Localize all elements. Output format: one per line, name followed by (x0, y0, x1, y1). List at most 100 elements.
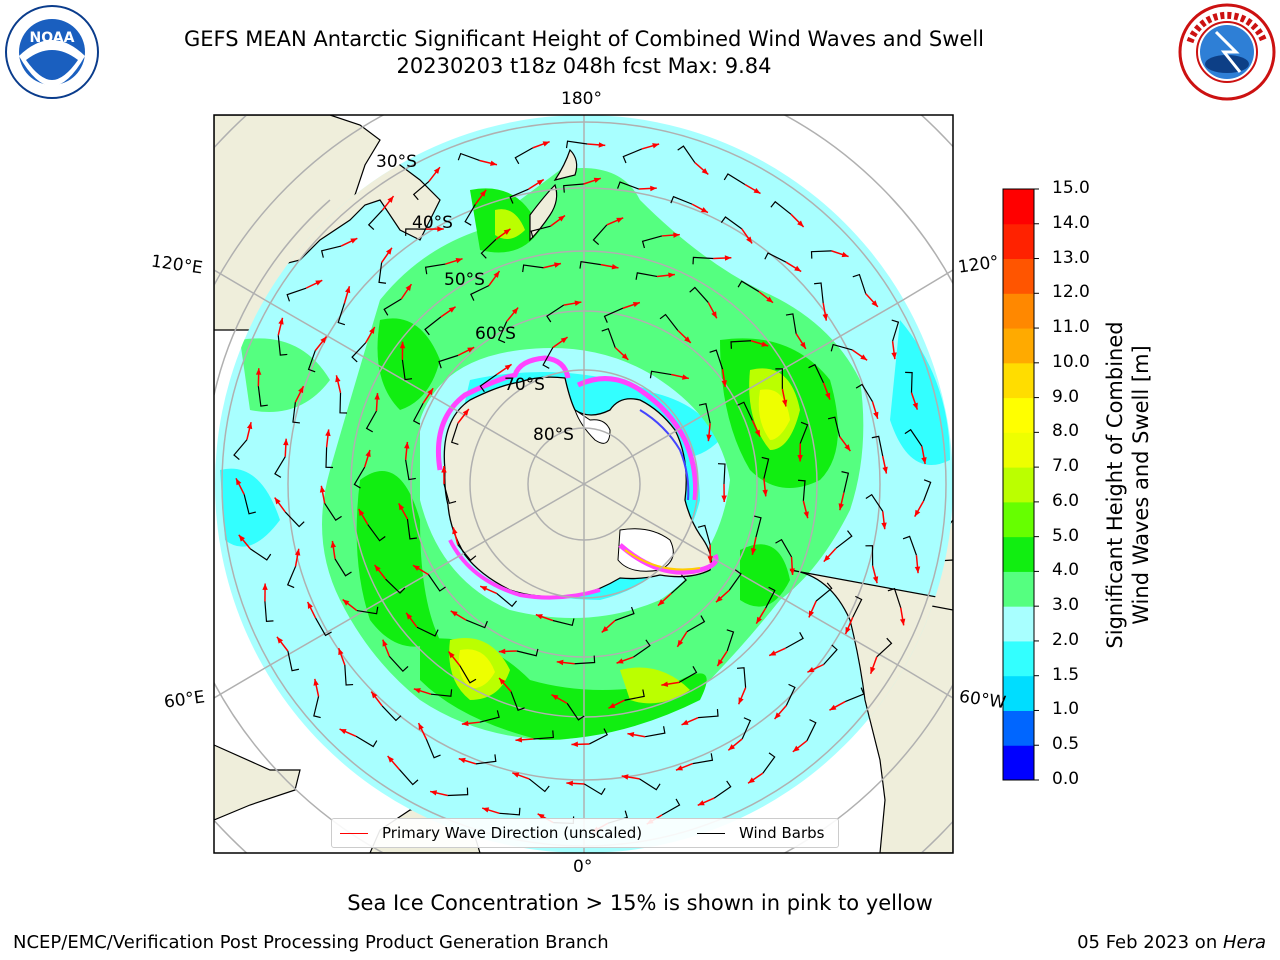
colorbar-segment (1003, 606, 1034, 642)
wind-barb (351, 342, 367, 363)
wave-arrow-head (413, 688, 421, 694)
wind-barb (425, 739, 441, 759)
wind-barb (799, 421, 809, 444)
colorbar-segment (1003, 536, 1034, 572)
lat-label-80s: 80°S (533, 425, 574, 445)
wind-barb (307, 350, 316, 373)
wind-barb (287, 650, 300, 672)
colorbar-tick-label: 2.0 (1052, 629, 1080, 650)
wave-arrow-head (558, 215, 565, 222)
wave-arrow-head (450, 610, 458, 617)
wind-barb (378, 262, 387, 284)
wind-barb (509, 188, 529, 204)
wave-arrow-head (882, 466, 888, 474)
wind-barb (713, 780, 732, 799)
wave-arrow-head (325, 429, 331, 437)
wave-arrow-head (825, 392, 831, 400)
wind-barb (584, 783, 606, 796)
colorbar-segment (1003, 223, 1034, 260)
wind-barb (457, 152, 480, 162)
wave-arrow-head (769, 650, 777, 656)
wind-barb (717, 463, 726, 485)
wave-arrow-head (315, 280, 323, 286)
noaa-logo-text: NOAA (30, 30, 75, 46)
wave-arrow-head (661, 681, 669, 687)
wind-barb (405, 228, 426, 236)
wave-arrow-head (369, 326, 375, 334)
wind-barb (579, 260, 601, 269)
wind-barb (720, 216, 742, 230)
wave-arrow-head (493, 271, 500, 278)
wave-arrow-head (294, 548, 301, 556)
wind-barb (730, 340, 752, 349)
wave-arrow-head (652, 143, 660, 149)
colorbar-tick-label: 4.0 (1052, 560, 1080, 581)
wave-arrow-head (536, 179, 544, 186)
wind-barb (313, 696, 321, 719)
wind-barb (622, 148, 643, 164)
wave-arrow-head (342, 599, 350, 606)
wave-arrow-head (792, 745, 800, 752)
wind-barb (741, 717, 752, 740)
wind-barb (639, 778, 661, 791)
colorbar-segment (1003, 328, 1034, 364)
wave-arrow-head (724, 255, 732, 261)
map-frame (213, 114, 954, 854)
wave-arrow-head (677, 639, 684, 647)
wind-barb (533, 730, 554, 740)
wave-arrow-head (560, 337, 568, 344)
wind-barb (806, 719, 817, 741)
wave-arrow-head (844, 444, 851, 452)
wind-barb (815, 582, 833, 602)
wind-barb (645, 726, 666, 738)
wave-arrow-head (921, 457, 927, 465)
wind-barb (315, 617, 332, 637)
wave-arrow-head (673, 232, 680, 238)
wave-arrow-head (571, 741, 578, 747)
wave-arrow-head (707, 556, 714, 563)
wind-barb (852, 273, 867, 294)
wind-barb (808, 363, 825, 384)
wind-barb (388, 656, 409, 673)
legend-wind-label: Wind Barbs (739, 824, 825, 842)
wind-barb (891, 319, 900, 342)
wind-barb (264, 601, 274, 623)
wave-arrow-head (738, 697, 744, 705)
wave-arrow-head (374, 393, 380, 400)
wind-barb (785, 632, 804, 649)
colorbar-tick-label: 9.0 (1052, 386, 1080, 407)
wave-arrow-head (452, 527, 458, 535)
wind-barb (337, 303, 346, 326)
wind-barb (528, 778, 550, 793)
wind-barb (876, 637, 893, 658)
wave-arrow-head (762, 489, 768, 497)
wave-arrow-head (891, 352, 897, 360)
wave-arrow-head (658, 599, 665, 606)
wave-arrow-head (701, 168, 709, 175)
wind-barb (678, 666, 698, 683)
wave-arrow-head (632, 301, 640, 308)
wind-barb (249, 548, 272, 561)
wind-barb (775, 368, 783, 389)
wave-arrow-head (307, 601, 313, 609)
wind-barb (405, 459, 416, 481)
wave-arrow-head (358, 508, 365, 516)
wave-arrow-head (298, 386, 304, 394)
wind-barb (496, 592, 518, 608)
wave-arrow-head (774, 712, 781, 720)
legend-wave-label: Primary Wave Direction (unscaled) (382, 824, 643, 842)
wind-barb (412, 180, 430, 201)
wave-arrow-head (700, 207, 708, 213)
wind-barb (624, 689, 645, 701)
wave-arrow-head (461, 720, 469, 727)
wave-arrow-head (800, 341, 806, 349)
wave-arrow-head (382, 639, 388, 647)
wind-barb (465, 619, 488, 629)
wave-arrow-head (711, 311, 717, 319)
wave-arrow-head (574, 300, 582, 306)
wind-barb (530, 225, 551, 239)
wave-arrow-head (512, 772, 520, 778)
wind-barb (633, 639, 651, 658)
wind-barb (764, 252, 787, 263)
wave-arrow-head (238, 534, 245, 542)
